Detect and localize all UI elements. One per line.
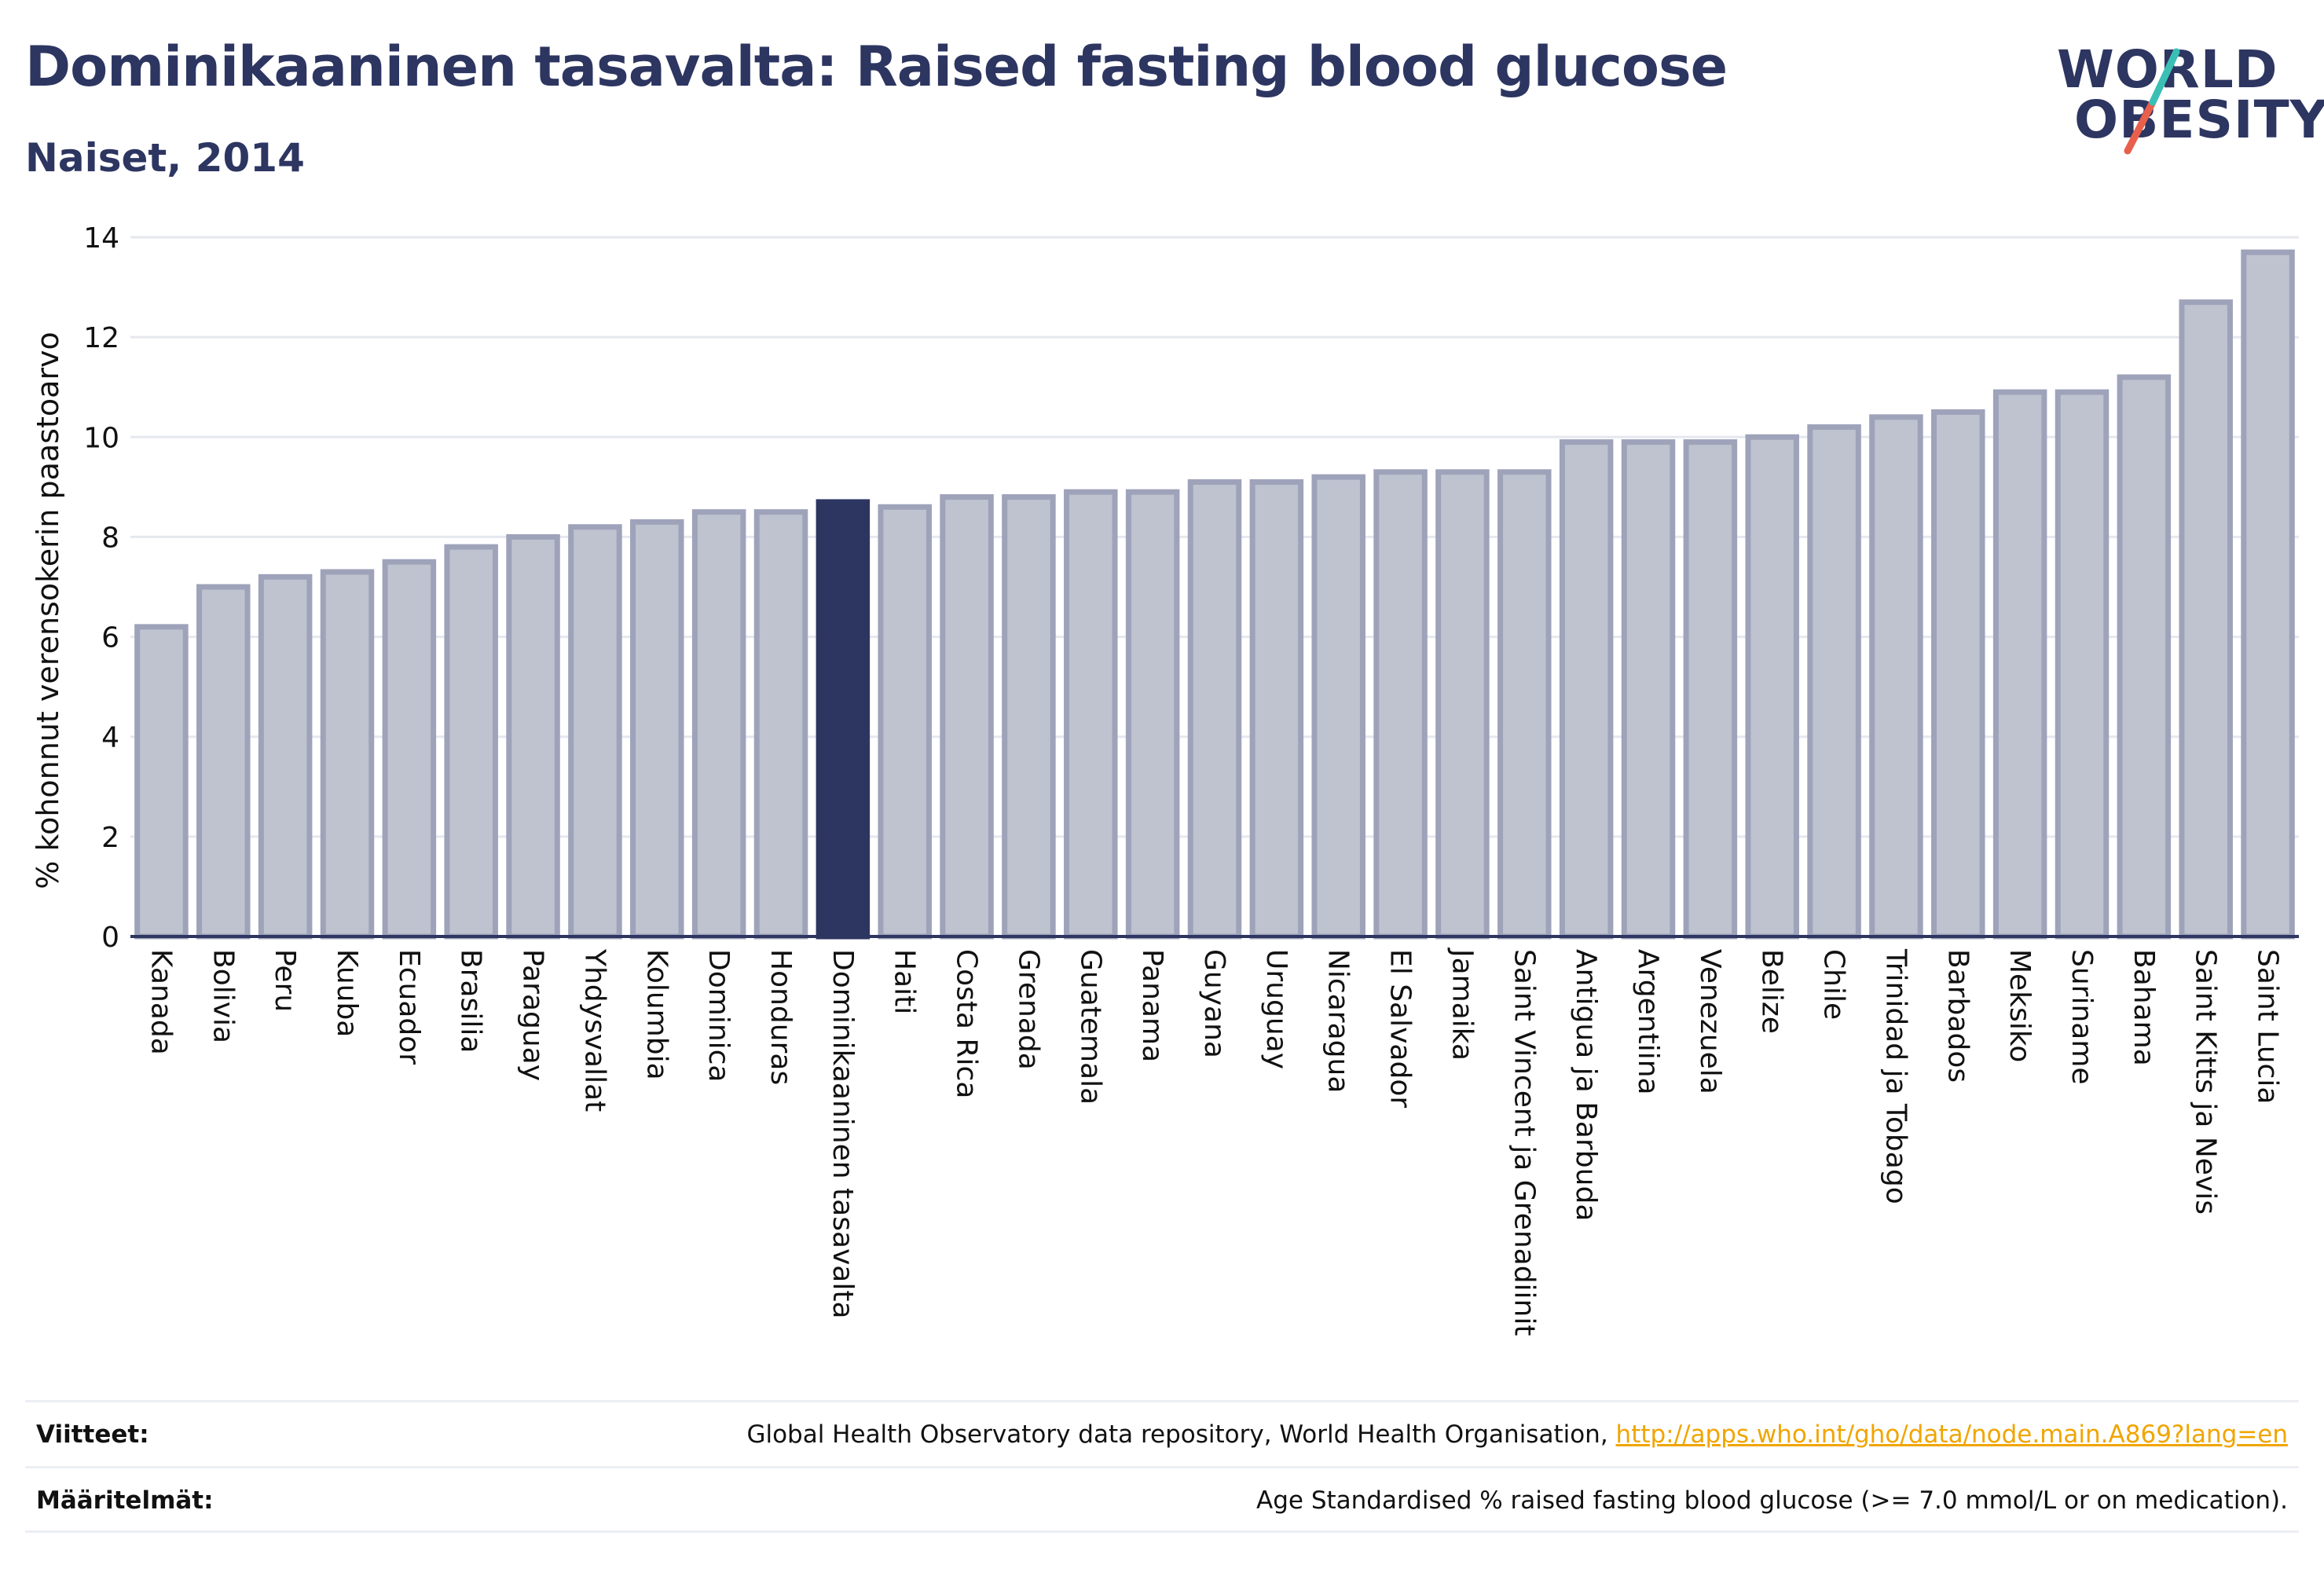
y-tick-label: 8 [101, 522, 119, 554]
chart-subtitle: Naiset, 2014 [25, 135, 305, 181]
x-tick-label: Honduras [764, 949, 797, 1085]
x-tick-label: Saint Lucia [2252, 949, 2284, 1104]
x-tick-label: Argentiina [1632, 949, 1664, 1095]
x-tick-label: Dominica [702, 949, 735, 1083]
bar [691, 509, 746, 940]
logo-line-2: OBESITY [2074, 90, 2324, 150]
x-tick-label: Nicaragua [1322, 949, 1354, 1093]
world-obesity-logo: WORLD OBESITY [2043, 24, 2324, 165]
footer-divider [25, 1466, 2299, 1468]
definitions-row: Määritelmät: Age Standardised % raised f… [25, 1469, 2299, 1532]
x-tick-label: Uruguay [1260, 949, 1292, 1069]
bar [1064, 489, 1118, 940]
bar [940, 494, 994, 940]
footer: Viitteet: Global Health Observatory data… [25, 1400, 2299, 1534]
x-tick-label: Paraguay [517, 949, 549, 1081]
bar [2055, 389, 2110, 940]
bar [2179, 299, 2233, 940]
sources-label: Viitteet: [36, 1420, 149, 1449]
logo-slash-icon [2124, 48, 2180, 155]
x-tick-label: Trinidad ja Tobago [1879, 948, 1912, 1204]
y-tick-label: 0 [101, 922, 119, 954]
sources-description: Global Health Observatory data repositor… [746, 1420, 1616, 1449]
x-tick-label: El Salvador [1384, 949, 1417, 1108]
x-tick-label: Grenada [1012, 949, 1044, 1070]
x-tick-label: Antigua ja Barbuda [1570, 949, 1602, 1221]
x-tick-label: Bahama [2128, 949, 2160, 1066]
y-tick-label: 14 [83, 222, 119, 255]
bar [258, 574, 313, 940]
x-tick-label: Dominikaaninen tasavalta [827, 949, 859, 1319]
bar [1373, 469, 1428, 940]
bar [1807, 424, 1861, 940]
bar [134, 624, 189, 940]
bar [2241, 249, 2295, 940]
footer-divider [25, 1530, 2299, 1533]
x-tick-label: Venezuela [1694, 949, 1726, 1094]
x-tick-label: Yhdysvallat [578, 948, 610, 1112]
bar [1745, 434, 1799, 940]
bar [1621, 439, 1676, 940]
bar [1497, 469, 1552, 940]
x-tick-label: Meksiko [2003, 949, 2036, 1062]
sources-row: Viitteet: Global Health Observatory data… [25, 1403, 2299, 1466]
x-tick-label: Guyana [1198, 949, 1230, 1058]
bar [1559, 439, 1614, 940]
x-tick-label: Ecuador [393, 949, 425, 1065]
bar [1187, 479, 1242, 940]
bar [1311, 474, 1365, 940]
bar [196, 584, 251, 940]
bar [816, 499, 871, 940]
x-tick-label: Haiti [889, 949, 921, 1014]
y-tick-label: 12 [83, 322, 119, 354]
chart-title: Dominikaaninen tasavalta: Raised fasting… [25, 35, 1728, 99]
definitions-label: Määritelmät: [36, 1486, 214, 1515]
x-tick-label: Panama [1136, 949, 1168, 1062]
x-tick-label: Barbados [1941, 949, 1974, 1083]
sources-link[interactable]: http://apps.who.int/gho/data/node.main.A… [1615, 1420, 2288, 1449]
bar-chart: 0 2 4 6 8 10 12 14 % kohonnut verensokerin paast… [31, 222, 2299, 1336]
sources-text: Global Health Observatory data repositor… [746, 1420, 2288, 1449]
bar [320, 569, 375, 940]
bar [1931, 409, 1985, 940]
x-tick-label: Bolivia [207, 949, 239, 1043]
bar [444, 544, 498, 940]
bar [1249, 479, 1304, 940]
x-tick-label: Kolumbia [640, 949, 673, 1080]
x-tick-label: Belize [1756, 949, 1788, 1034]
bar [1435, 469, 1490, 940]
x-tick-label: Saint Kitts ja Nevis [2190, 949, 2222, 1215]
x-tick-label: Kuuba [331, 949, 363, 1037]
bar [2117, 374, 2172, 940]
y-tick-label: 6 [101, 622, 119, 654]
x-tick-label: Peru [269, 949, 301, 1012]
x-tick-label: Guatemala [1074, 949, 1106, 1105]
bar [1683, 439, 1738, 940]
y-tick-label: 2 [101, 822, 119, 854]
x-tick-label: Brasilia [455, 949, 487, 1053]
x-tick-label: Costa Rica [951, 949, 983, 1098]
bar [1869, 414, 1923, 940]
bar [1002, 494, 1056, 940]
x-tick-label: Saint Vincent ja Grenadiinit [1508, 949, 1540, 1336]
bar [506, 533, 560, 940]
x-tick-label: Jamaika [1446, 947, 1478, 1061]
x-tick-label: Chile [1818, 949, 1850, 1020]
y-tick-label: 10 [83, 422, 119, 454]
y-tick-label: 4 [101, 722, 119, 754]
x-tick-label: Kanada [145, 949, 177, 1055]
definitions-text: Age Standardised % raised fasting blood … [1256, 1486, 2288, 1515]
bar [1125, 489, 1180, 940]
bar [1992, 389, 2047, 940]
bar [753, 509, 808, 940]
y-axis-label: % kohonnut verensokerin paastoarvo [31, 332, 65, 889]
bar [630, 519, 684, 940]
footer-divider [25, 1400, 2299, 1402]
bar [382, 559, 437, 940]
bar [878, 504, 932, 940]
bar [568, 524, 622, 940]
x-tick-label: Suriname [2066, 949, 2098, 1085]
